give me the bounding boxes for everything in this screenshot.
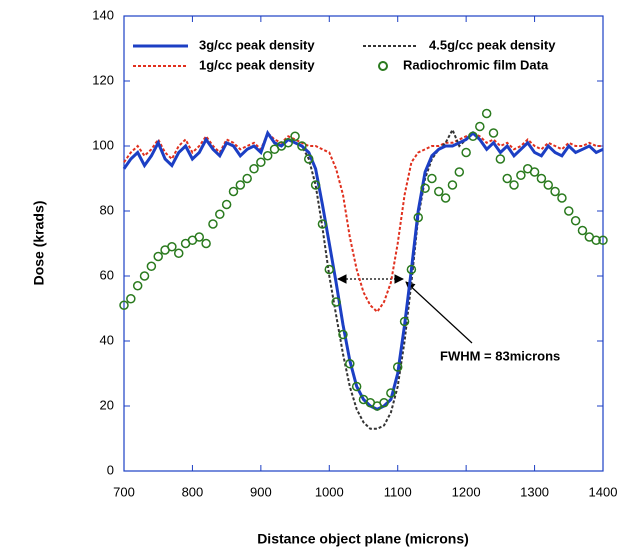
data-point: [317, 219, 328, 229]
data-point: [290, 131, 300, 141]
data-point: [208, 219, 218, 229]
data-point: [338, 329, 348, 340]
data-point: [221, 199, 232, 210]
data-point: [543, 180, 554, 190]
data-point: [399, 316, 410, 327]
data-point: [447, 180, 458, 190]
y-tick-label: 0: [107, 462, 114, 477]
y-tick-label: 40: [100, 332, 114, 347]
data-point: [201, 238, 211, 249]
data-point: [427, 173, 437, 184]
data-point: [256, 157, 266, 167]
data-point: [379, 398, 389, 408]
data-point: [194, 232, 205, 242]
data-point: [139, 271, 150, 281]
series-line: [294, 127, 467, 430]
x-tick-label: 1400: [589, 484, 618, 499]
data-point: [564, 206, 574, 216]
data-point: [167, 242, 177, 252]
data-point: [324, 264, 335, 275]
data-point: [215, 209, 225, 219]
data-point: [153, 251, 163, 262]
data-point: [434, 186, 444, 197]
legend-label: 1g/cc peak density: [199, 57, 315, 72]
y-tick-label: 120: [92, 72, 114, 87]
data-point: [420, 183, 430, 193]
data-point: [304, 154, 314, 164]
x-tick-label: 700: [113, 484, 135, 499]
data-point: [228, 186, 239, 197]
x-tick-label: 1200: [452, 484, 481, 499]
pointer-arrow: [405, 281, 473, 344]
data-point: [509, 180, 519, 190]
data-point: [481, 108, 492, 119]
data-point: [598, 235, 608, 245]
data-point: [488, 128, 499, 138]
x-tick-label: 900: [250, 484, 272, 499]
data-point: [345, 359, 355, 369]
data-point: [550, 186, 560, 197]
data-point: [351, 381, 362, 392]
y-tick-label: 140: [92, 7, 114, 22]
y-tick-label: 60: [100, 267, 114, 282]
data-point: [146, 261, 157, 271]
data-point: [262, 151, 273, 161]
y-tick-label: 80: [100, 202, 114, 217]
data-point: [310, 180, 321, 190]
data-point: [235, 180, 246, 190]
x-axis-label: Distance object plane (microns): [257, 531, 469, 547]
series-line: [123, 131, 603, 314]
legend-label: Radiochromic film Data: [403, 57, 549, 72]
series-line: [122, 129, 604, 411]
data-point: [570, 216, 581, 226]
data-point: [461, 147, 471, 158]
data-point: [297, 141, 307, 151]
data-point: [126, 294, 136, 304]
data-point: [468, 131, 478, 141]
x-tick-label: 1000: [315, 484, 344, 499]
data-point: [132, 281, 143, 291]
data-point: [440, 193, 451, 203]
data-point: [406, 264, 417, 275]
data-point: [495, 154, 506, 164]
legend-label: 4.5g/cc peak density: [429, 37, 556, 52]
data-point: [386, 388, 396, 398]
data-point: [249, 164, 259, 174]
data-point: [475, 121, 485, 132]
data-point: [516, 170, 526, 180]
legend-marker: [378, 61, 388, 71]
data-point: [591, 235, 601, 245]
y-axis-label: Dose (krads): [31, 201, 47, 286]
y-tick-label: 20: [100, 397, 114, 412]
x-tick-label: 800: [182, 484, 204, 499]
legend-label: 3g/cc peak density: [199, 37, 315, 52]
x-tick-label: 1300: [520, 484, 549, 499]
data-point: [242, 173, 252, 184]
y-tick-label: 100: [92, 137, 114, 152]
data-point: [392, 362, 403, 372]
data-point: [577, 225, 588, 236]
data-point: [536, 173, 547, 184]
annotation: FWHM = 83microns: [440, 348, 560, 363]
data-point: [413, 212, 423, 223]
data-point: [283, 138, 293, 148]
data-point: [529, 167, 540, 177]
data-point: [502, 173, 512, 184]
data-point: [331, 297, 341, 307]
data-point: [119, 300, 129, 310]
data-point: [557, 193, 567, 203]
data-point: [173, 248, 184, 258]
x-tick-label: 1100: [384, 484, 412, 499]
data-point: [454, 167, 465, 177]
